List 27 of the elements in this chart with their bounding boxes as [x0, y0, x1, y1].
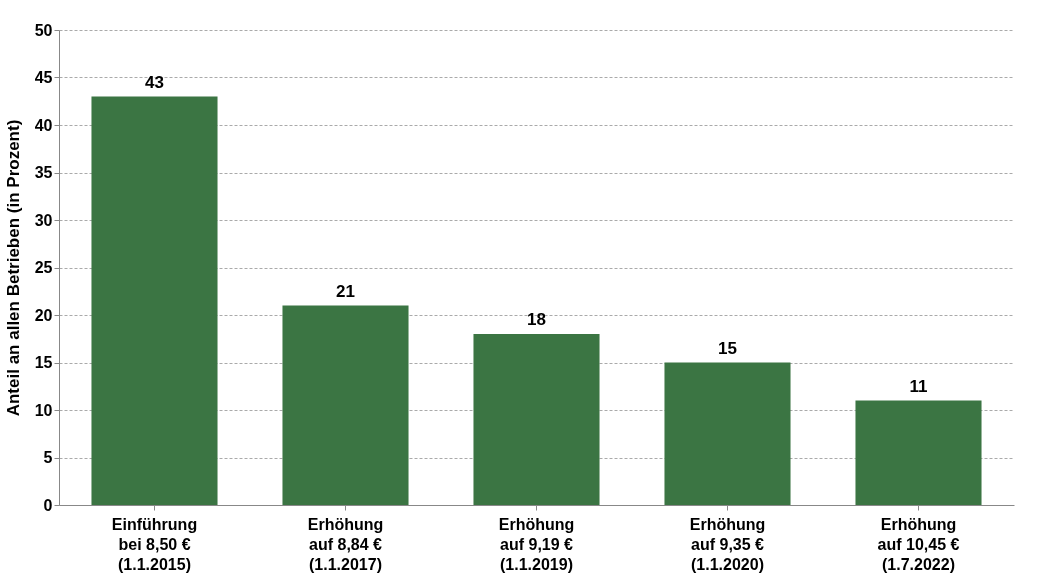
y-tick-label: 25 — [34, 259, 53, 276]
data-label: 18 — [527, 310, 546, 329]
bar — [473, 334, 600, 505]
x-tick-label: Erhöhung auf 9,35 € (1.1.2020) — [689, 515, 766, 573]
y-tick-label: 0 — [43, 496, 53, 514]
data-label: 43 — [145, 72, 164, 92]
data-label: 15 — [718, 338, 737, 358]
y-tick-label: 35 — [34, 164, 53, 181]
bar — [282, 305, 409, 505]
x-tick-label: Erhöhung auf 9,19 € (1.1.2019) — [498, 515, 575, 573]
bar — [91, 96, 218, 505]
y-tick-label: 40 — [34, 116, 53, 134]
y-tick-label: 30 — [34, 211, 53, 229]
y-tick-label: 10 — [34, 401, 53, 419]
x-tick-label: Erhöhung auf 10,45 € (1.7.2022) — [877, 515, 960, 573]
data-label: 21 — [336, 281, 355, 301]
data-label: 11 — [909, 376, 928, 396]
y-tick-label: 5 — [43, 449, 53, 466]
y-axis-title: Anteil an allen Betrieben (in Prozent) — [3, 119, 23, 417]
y-tick-label: 50 — [34, 21, 53, 39]
bar — [855, 400, 982, 505]
y-tick-label: 20 — [34, 306, 53, 324]
y-tick-label: 15 — [34, 354, 53, 371]
bar — [664, 362, 791, 505]
x-tick-label: Erhöhung auf 8,84 € (1.1.2017) — [307, 515, 384, 573]
y-tick-label: 45 — [34, 69, 53, 86]
x-tick-label: Einführung bei 8,50 € (1.1.2015) — [111, 515, 198, 573]
